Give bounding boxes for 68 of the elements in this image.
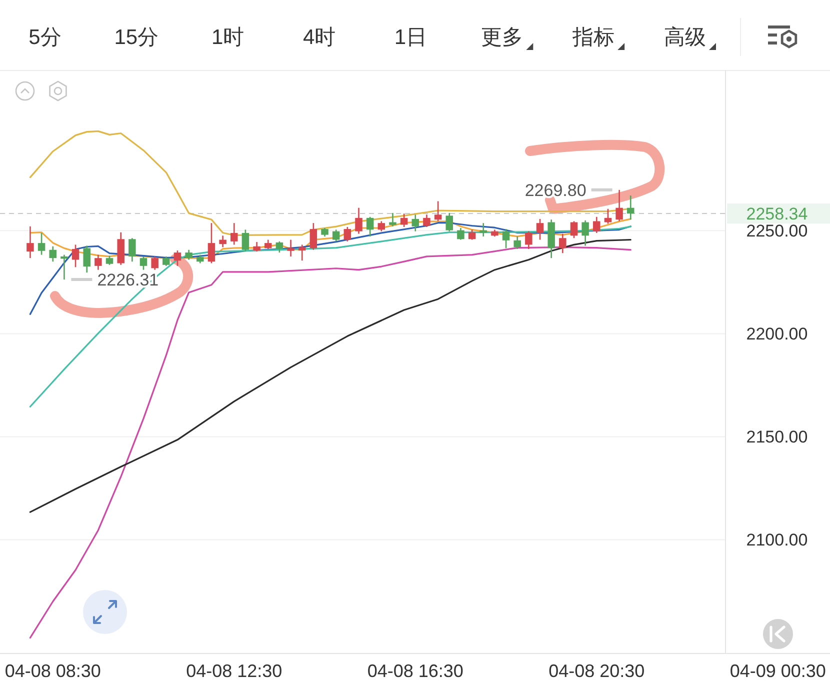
text: 更多 bbox=[481, 26, 524, 49]
text: 高级 bbox=[664, 26, 706, 49]
candlestick bbox=[626, 194, 634, 220]
candlestick bbox=[174, 250, 182, 267]
candlestick bbox=[219, 234, 226, 248]
candlestick bbox=[264, 239, 272, 250]
candlestick bbox=[457, 227, 464, 240]
candlestick bbox=[559, 233, 566, 254]
y-tick-label: 2100.00 bbox=[746, 530, 808, 550]
candlestick bbox=[344, 226, 352, 242]
candlestick bbox=[83, 245, 90, 274]
candlestick bbox=[185, 249, 192, 260]
candlestick bbox=[525, 230, 532, 250]
candlestick bbox=[151, 256, 158, 270]
candlestick bbox=[72, 244, 80, 268]
ref-line-label: 2258.34 bbox=[746, 204, 808, 224]
x-tick-label: 04-08 20:30 bbox=[548, 661, 645, 681]
text: 4时 bbox=[302, 26, 336, 49]
candlestick bbox=[332, 229, 340, 242]
text: 15分 bbox=[114, 26, 159, 49]
candlestick bbox=[38, 232, 46, 256]
candlestick bbox=[389, 212, 396, 228]
candlestick bbox=[208, 222, 216, 264]
candlestick bbox=[468, 229, 476, 240]
candlestick bbox=[94, 254, 102, 270]
x-tick-label: 04-08 08:30 bbox=[4, 661, 101, 681]
candlestick bbox=[26, 226, 34, 259]
text: 5分 bbox=[28, 26, 62, 49]
candlestick bbox=[242, 229, 250, 252]
candlestick bbox=[60, 254, 68, 280]
candlestick bbox=[253, 241, 260, 252]
candlestick bbox=[298, 244, 306, 262]
candlestick bbox=[412, 214, 420, 232]
text: 1时 bbox=[212, 26, 244, 49]
candlestick bbox=[140, 256, 148, 270]
x-tick-label: 04-08 16:30 bbox=[367, 661, 464, 681]
candlestick bbox=[378, 220, 386, 232]
candlestick bbox=[49, 246, 56, 262]
candlestick bbox=[582, 220, 589, 246]
candlestick bbox=[355, 207, 362, 234]
annotation: 2269.80 bbox=[524, 180, 586, 200]
candlestick bbox=[230, 222, 238, 246]
candlestick bbox=[423, 214, 430, 228]
candlestick bbox=[276, 240, 284, 254]
candlestick bbox=[366, 216, 374, 238]
y-tick-label: 2150.00 bbox=[746, 428, 808, 447]
x-tick-label: 04-08 12:30 bbox=[186, 661, 282, 681]
candlestick bbox=[446, 212, 453, 232]
candlestick bbox=[536, 218, 544, 240]
candlestick bbox=[106, 255, 114, 266]
candlestick bbox=[604, 208, 612, 224]
candlestick bbox=[480, 222, 487, 238]
candlestick bbox=[434, 200, 442, 222]
x-tick-label: 04-09 00:30 bbox=[730, 661, 826, 681]
y-tick-label: 2250.00 bbox=[746, 222, 808, 241]
candlestick bbox=[128, 237, 136, 262]
candlestick bbox=[310, 222, 318, 250]
text: 1日 bbox=[394, 26, 428, 49]
text: 指标 bbox=[572, 26, 615, 49]
candlestick bbox=[570, 220, 578, 239]
y-tick-label: 2200.00 bbox=[746, 324, 808, 344]
candlestick bbox=[400, 212, 408, 228]
candlestick bbox=[616, 189, 623, 222]
candlestick bbox=[502, 228, 510, 249]
candlestick bbox=[593, 216, 600, 234]
candlestick bbox=[287, 239, 294, 258]
candlestick bbox=[162, 256, 170, 267]
candlestick bbox=[514, 236, 521, 250]
